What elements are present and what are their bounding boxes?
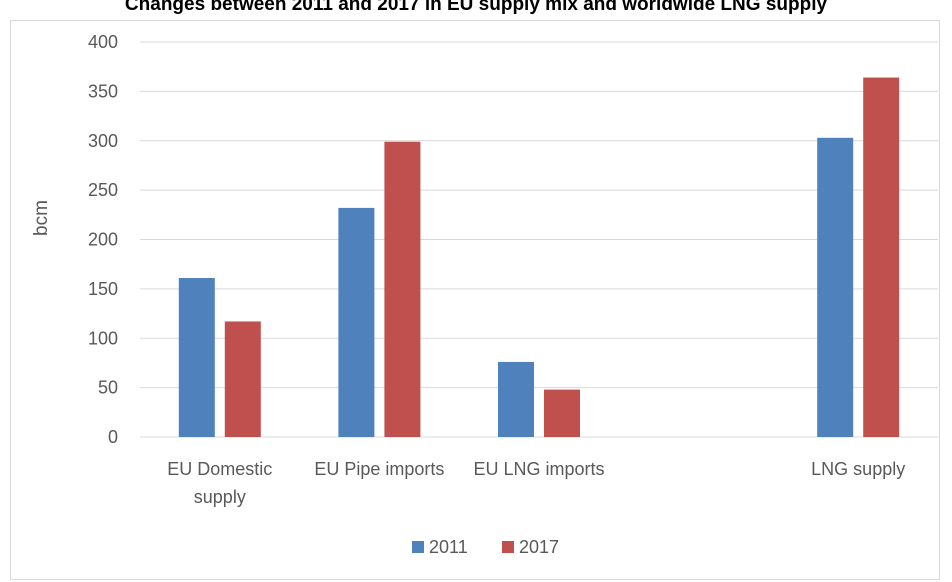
legend: 2011 2017 — [412, 537, 559, 557]
x-axis-categories: EU Domestic supply EU Pipe imports EU LNG i… — [167, 459, 905, 507]
legend-label: 2017 — [519, 537, 559, 557]
x-category-label: EU Pipe imports — [314, 459, 444, 479]
y-tick-label: 50 — [98, 378, 118, 398]
y-axis-label: bcm — [31, 200, 52, 236]
y-tick-label: 300 — [88, 131, 118, 151]
y-tick-label: 200 — [88, 230, 118, 250]
x-category-label: supply — [194, 487, 246, 507]
chart-title: Changes between 2011 and 2017 in EU supp… — [124, 0, 828, 15]
y-tick-label: 0 — [108, 427, 118, 447]
bar-2011 — [178, 278, 215, 437]
bar-2017 — [224, 321, 261, 437]
x-category-label: EU Domestic — [167, 459, 272, 479]
y-axis-ticks: 0 50 100 150 200 250 300 350 400 — [88, 32, 118, 447]
bars — [178, 77, 900, 438]
y-tick-label: 250 — [88, 180, 118, 200]
legend-swatch-2017 — [502, 541, 514, 553]
bar-2017 — [863, 77, 900, 438]
y-tick-label: 350 — [88, 81, 118, 101]
y-tick-label: 100 — [88, 328, 118, 348]
bar-2011 — [817, 137, 854, 437]
x-category-label: LNG supply — [811, 459, 905, 479]
gridlines — [140, 41, 938, 438]
x-category-label: EU LNG imports — [473, 459, 604, 479]
bar-2017 — [384, 141, 421, 438]
bar-2011 — [498, 361, 534, 437]
legend-label: 2011 — [429, 537, 468, 557]
y-tick-label: 400 — [88, 32, 118, 52]
bar-2011 — [338, 207, 375, 437]
chart-frame — [10, 20, 940, 580]
y-tick-label: 150 — [88, 279, 118, 299]
legend-swatch-2011 — [412, 541, 424, 553]
bar-2017 — [544, 389, 580, 437]
